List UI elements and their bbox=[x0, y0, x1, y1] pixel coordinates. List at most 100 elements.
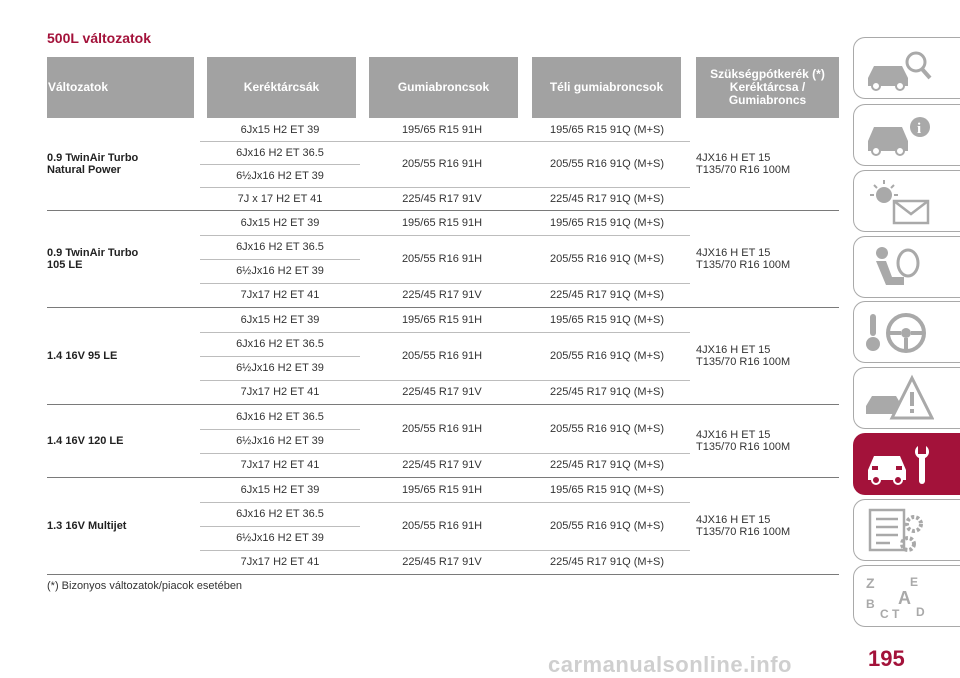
row-divider bbox=[200, 235, 690, 236]
side-tab-warning-lights[interactable] bbox=[853, 170, 960, 232]
warning-light-message-icon bbox=[870, 180, 930, 225]
svg-text:T: T bbox=[892, 607, 900, 621]
rim-cell: 6½Jx16 H2 ET 39 bbox=[236, 362, 324, 374]
header-tyres-label: Gumiabroncsok bbox=[397, 80, 490, 94]
winter-tyre-cell: 225/45 R17 91Q (M+S) bbox=[549, 192, 665, 205]
group-divider bbox=[47, 307, 839, 308]
tyre-cell: 195/65 R15 91H bbox=[401, 123, 483, 136]
header-spare-line2: Keréktárcsa / bbox=[729, 80, 806, 94]
rim-cell: 6½Jx16 H2 ET 39 bbox=[236, 265, 324, 277]
tyre-cell: 225/45 R17 91V bbox=[402, 386, 482, 398]
spare-wheel-tyre: T135/70 R16 100M bbox=[696, 441, 791, 453]
spare-wheel-cell: 4JX16 H ET 15 T135/70 R16 100M bbox=[696, 308, 839, 404]
side-tab-technical-data[interactable] bbox=[853, 499, 960, 561]
group-divider bbox=[47, 210, 839, 211]
row-divider bbox=[200, 187, 690, 188]
model-name-line2: Natural Power bbox=[47, 164, 121, 176]
spare-wheel-tyre: T135/70 R16 100M bbox=[696, 259, 791, 271]
rim-cell: 7Jx17 H2 ET 41 bbox=[240, 289, 320, 301]
spare-wheel-rim: 4JX16 H ET 15 bbox=[696, 247, 771, 259]
side-tab-maintenance[interactable] bbox=[853, 433, 960, 495]
tyre-cell: 205/55 R16 91H bbox=[401, 253, 483, 265]
header-winter-label: Téli gumiabroncsok bbox=[549, 80, 664, 94]
key-steering-wheel-icon bbox=[866, 313, 926, 353]
tyre-cell: 225/45 R17 91V bbox=[402, 192, 482, 205]
row-divider bbox=[200, 283, 690, 284]
header-spare-line1: Szükségpótkerék (*) bbox=[710, 67, 825, 81]
side-tab-emergency[interactable] bbox=[853, 367, 960, 429]
model-name-line1: 1.3 16V Multijet bbox=[47, 520, 127, 532]
checklist-gear-icon bbox=[868, 508, 923, 552]
alphabetical-index-icon: Z E B A C T D bbox=[866, 575, 925, 621]
rim-cell: 7J x 17 H2 ET 41 bbox=[237, 192, 323, 205]
rim-cell: 6Jx15 H2 ET 39 bbox=[240, 217, 320, 229]
row-divider bbox=[200, 550, 690, 551]
tyre-cell: 205/55 R16 91H bbox=[401, 520, 483, 532]
spare-wheel-rim: 4JX16 H ET 15 bbox=[696, 429, 771, 441]
side-tab-safety[interactable] bbox=[853, 236, 960, 298]
row-divider bbox=[200, 259, 360, 260]
rim-cell: 6½Jx16 H2 ET 39 bbox=[236, 169, 324, 182]
winter-tyre-cell: 205/55 R16 91Q (M+S) bbox=[549, 520, 665, 532]
winter-tyre-cell: 195/65 R15 91Q (M+S) bbox=[549, 123, 665, 136]
rim-cell: 6Jx16 H2 ET 36.5 bbox=[236, 411, 324, 423]
rim-cell: 6Jx16 H2 ET 36.5 bbox=[236, 338, 324, 350]
spare-wheel-tyre: T135/70 R16 100M bbox=[696, 356, 791, 368]
side-tab-car-search[interactable] bbox=[853, 37, 960, 99]
spare-wheel-cell: 4JX16 H ET 15 T135/70 R16 100M bbox=[696, 118, 839, 210]
winter-tyre-cell: 195/65 R15 91Q (M+S) bbox=[549, 314, 665, 326]
rim-cell: 6Jx16 H2 ET 36.5 bbox=[236, 508, 324, 520]
spare-wheel-rim: 4JX16 H ET 15 bbox=[696, 152, 771, 164]
tyre-cell: 225/45 R17 91V bbox=[402, 556, 482, 568]
header-variants: Változatok bbox=[47, 57, 194, 118]
winter-tyre-cell: 205/55 R16 91Q (M+S) bbox=[549, 350, 665, 362]
model-name: 1.3 16V Multijet bbox=[47, 478, 197, 574]
row-divider bbox=[200, 526, 360, 527]
header-winter-tyres: Téli gumiabroncsok bbox=[532, 57, 681, 118]
row-divider bbox=[200, 429, 360, 430]
winter-tyre-cell: 225/45 R17 91Q (M+S) bbox=[549, 556, 665, 568]
airbag-seat-icon bbox=[876, 247, 920, 285]
spare-wheel-rim: 4JX16 H ET 15 bbox=[696, 344, 771, 356]
header-spare-line3: Gumiabroncs bbox=[728, 93, 807, 107]
model-name-line1: 1.4 16V 95 LE bbox=[47, 350, 118, 362]
rim-cell: 6Jx16 H2 ET 36.5 bbox=[236, 146, 324, 159]
rim-cell: 7Jx17 H2 ET 41 bbox=[240, 459, 320, 471]
header-spare-wheel: Szükségpótkerék (*) Keréktárcsa / Gumiab… bbox=[696, 57, 839, 118]
page-number: 195 bbox=[868, 646, 905, 671]
tyre-cell: 205/55 R16 91H bbox=[401, 158, 483, 170]
winter-tyre-cell: 225/45 R17 91Q (M+S) bbox=[549, 459, 665, 471]
svg-text:i: i bbox=[917, 121, 921, 137]
model-name-line2: 105 LE bbox=[47, 259, 83, 271]
side-tab-starting-driving[interactable] bbox=[853, 301, 960, 363]
tyre-cell: 225/45 R17 91V bbox=[402, 289, 482, 301]
winter-tyre-cell: 205/55 R16 91Q (M+S) bbox=[549, 423, 665, 435]
winter-tyre-cell: 195/65 R15 91Q (M+S) bbox=[549, 484, 665, 496]
winter-tyre-cell: 205/55 R16 91Q (M+S) bbox=[549, 253, 665, 265]
watermark-text: carmanualsonline.info bbox=[548, 652, 792, 677]
car-wrench-icon bbox=[868, 446, 929, 485]
svg-text:D: D bbox=[916, 605, 925, 619]
model-name-line1: 0.9 TwinAir Turbo bbox=[47, 152, 139, 164]
spare-wheel-cell: 4JX16 H ET 15 T135/70 R16 100M bbox=[696, 211, 839, 307]
spare-wheel-rim: 4JX16 H ET 15 bbox=[696, 514, 771, 526]
header-rims-label: Keréktárcsák bbox=[243, 80, 320, 94]
tyre-cell: 195/65 R15 91H bbox=[401, 217, 483, 229]
side-tab-car-info[interactable]: i bbox=[853, 104, 960, 166]
section-title: 500L változatok bbox=[47, 30, 152, 46]
header-tyres: Gumiabroncsok bbox=[369, 57, 518, 118]
rim-cell: 6½Jx16 H2 ET 39 bbox=[236, 532, 324, 544]
rim-cell: 6Jx16 H2 ET 36.5 bbox=[236, 241, 324, 253]
row-divider bbox=[200, 332, 690, 333]
tyre-cell: 205/55 R16 91H bbox=[401, 423, 483, 435]
model-name: 1.4 16V 120 LE bbox=[47, 405, 197, 477]
side-tab-index[interactable]: Z E B A C T D bbox=[853, 565, 960, 627]
model-name: 1.4 16V 95 LE bbox=[47, 308, 197, 404]
model-name: 0.9 TwinAir Turbo Natural Power bbox=[47, 118, 197, 210]
svg-text:B: B bbox=[866, 597, 875, 611]
svg-text:Z: Z bbox=[866, 575, 875, 591]
row-divider bbox=[200, 453, 690, 454]
svg-text:A: A bbox=[898, 588, 911, 608]
group-divider bbox=[47, 404, 839, 405]
tyre-cell: 195/65 R15 91H bbox=[401, 484, 483, 496]
